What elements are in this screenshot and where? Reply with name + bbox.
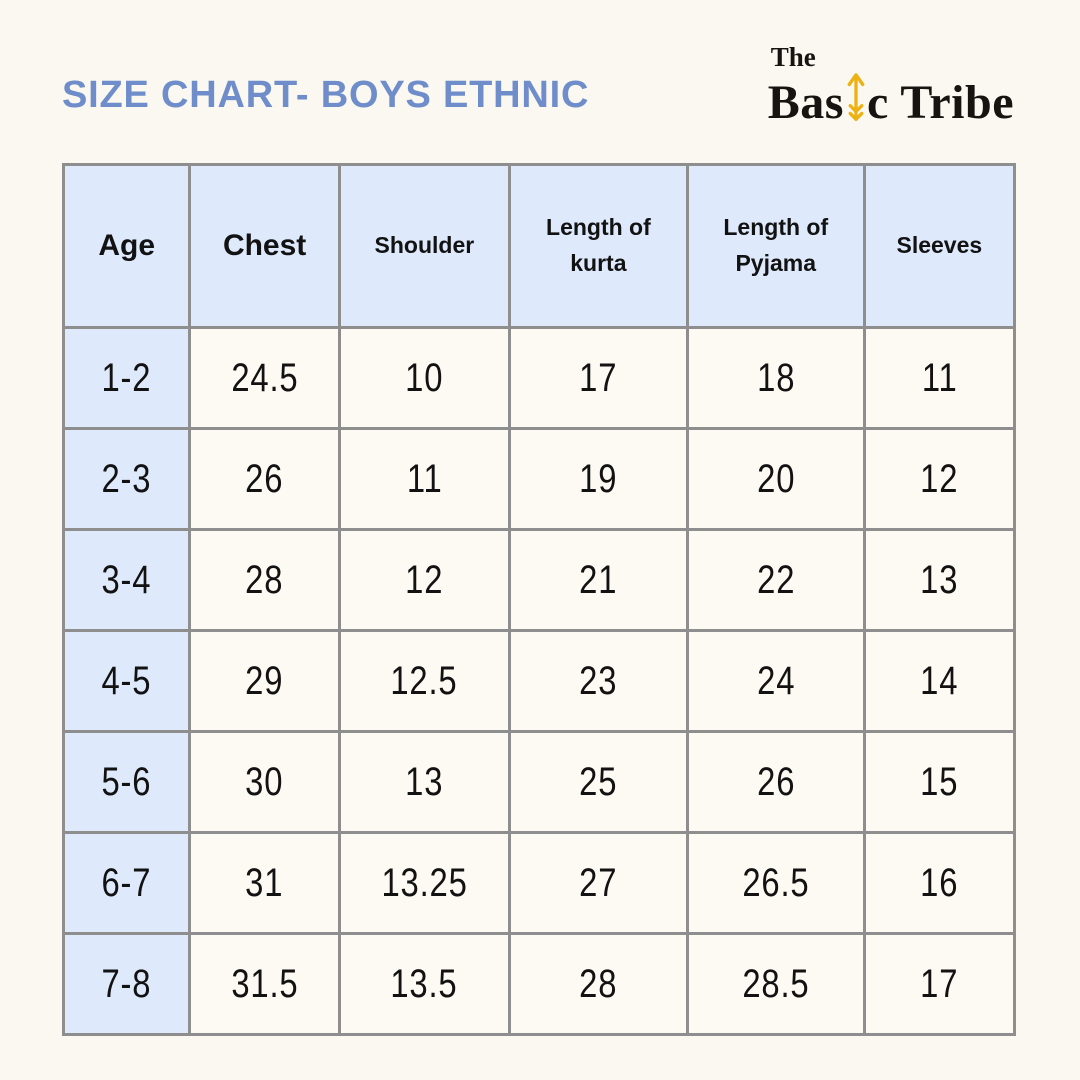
measurement-cell: 18 [685, 326, 866, 430]
measurement-cell: 19 [507, 427, 689, 531]
logo-bas-text: Bas [767, 76, 844, 129]
measurement-cell: 25 [507, 730, 689, 834]
measurement-cell: 29 [188, 629, 341, 733]
col-header-age-label: Age [98, 228, 156, 262]
col-header-chest-label: Chest [222, 228, 307, 262]
measurement-cell: 20 [685, 427, 866, 531]
logo-ctribe-text: c Tribe [866, 76, 1014, 129]
measurement-cell: 14 [862, 629, 1017, 733]
col-header-age: Age [61, 163, 192, 329]
measurement-cell: 21 [507, 528, 689, 632]
table-row: 5-6 30 13 25 26 15 [61, 730, 1017, 834]
measurement-cell: 28.5 [685, 932, 866, 1036]
table-row: 2-3 26 11 19 20 12 [61, 427, 1017, 531]
table-row: 3-4 28 12 21 22 13 [61, 528, 1017, 632]
col-header-sleeves-label: Sleeves [896, 232, 983, 259]
measurement-cell: 11 [337, 427, 511, 531]
measurement-cell: 10 [337, 326, 511, 430]
up-arrow-icon [847, 73, 865, 121]
measurement-cell: 12.5 [337, 629, 511, 733]
measurement-cell: 28 [507, 932, 689, 1036]
brand-logo: The Bas c Tribe [768, 44, 1014, 130]
size-chart-table: Age Chest Shoulder Length of kurta Lengt… [61, 163, 1017, 1036]
col-header-chest: Chest [188, 163, 341, 329]
measurement-cell: 28 [188, 528, 341, 632]
age-range-cell: 1-2 [61, 326, 192, 430]
age-range-cell: 4-5 [61, 629, 192, 733]
table-row: 1-2 24.5 10 17 18 11 [61, 326, 1017, 430]
logo-the-text: The [770, 42, 816, 72]
measurement-cell: 13.5 [337, 932, 511, 1036]
age-range-cell: 2-3 [61, 427, 192, 531]
measurement-cell: 12 [862, 427, 1017, 531]
col-header-sleeves: Sleeves [862, 163, 1017, 329]
table-row: 6-7 31 13.25 27 26.5 16 [61, 831, 1017, 935]
measurement-cell: 13 [337, 730, 511, 834]
col-header-length-of-kurta: Length of kurta [507, 163, 689, 329]
age-range-cell: 7-8 [61, 932, 192, 1036]
age-range-cell: 6-7 [61, 831, 192, 935]
col-header-shoulder-label: Shoulder [374, 232, 475, 259]
measurement-cell: 30 [188, 730, 341, 834]
measurement-cell: 15 [862, 730, 1017, 834]
col-header-length-of-pyjama: Length of Pyjama [685, 163, 866, 329]
measurement-cell: 17 [862, 932, 1017, 1036]
measurement-cell: 12 [337, 528, 511, 632]
measurement-cell: 24.5 [188, 326, 341, 430]
col-header-pyjama-label: Length of Pyjama [723, 214, 829, 276]
col-header-shoulder: Shoulder [337, 163, 511, 329]
measurement-cell: 26 [685, 730, 866, 834]
measurement-cell: 13 [862, 528, 1017, 632]
measurement-cell: 17 [507, 326, 689, 430]
page-title: SIZE CHART- BOYS ETHNIC [62, 74, 590, 116]
table-row: 4-5 29 12.5 23 24 14 [61, 629, 1017, 733]
age-range-cell: 5-6 [61, 730, 192, 834]
measurement-cell: 13.25 [337, 831, 511, 935]
col-header-kurta-label: Length of kurta [546, 214, 651, 276]
measurement-cell: 26.5 [685, 831, 866, 935]
measurement-cell: 31 [188, 831, 341, 935]
logo-wordmark: Bas c Tribe [768, 71, 1014, 130]
age-range-cell: 3-4 [61, 528, 192, 632]
measurement-cell: 26 [188, 427, 341, 531]
measurement-cell: 23 [507, 629, 689, 733]
measurement-cell: 31.5 [188, 932, 341, 1036]
measurement-cell: 16 [862, 831, 1017, 935]
table-row: 7-8 31.5 13.5 28 28.5 17 [61, 932, 1017, 1036]
header-row: Age Chest Shoulder Length of kurta Lengt… [61, 163, 1017, 329]
measurement-cell: 11 [862, 326, 1017, 430]
measurement-cell: 27 [507, 831, 689, 935]
measurement-cell: 24 [685, 629, 866, 733]
measurement-cell: 22 [685, 528, 866, 632]
